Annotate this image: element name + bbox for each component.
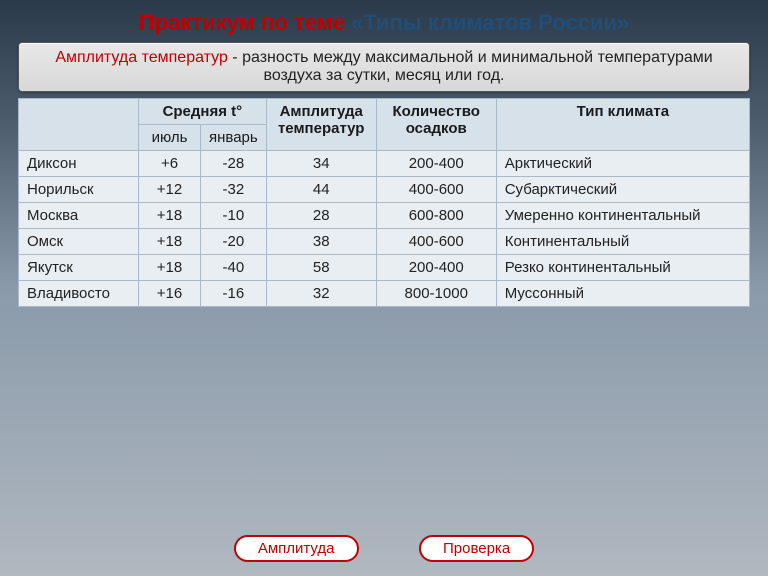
cell-jan: -20 (201, 229, 267, 255)
cell-city: Омск (19, 229, 139, 255)
cell-amp: 38 (266, 229, 376, 255)
cell-prec: 400-600 (376, 229, 496, 255)
table-row: Владивосто +16 -16 32 800-1000 Муссонный (19, 281, 750, 307)
table-row: Омск +18 -20 38 400-600 Континентальный (19, 229, 750, 255)
col-avg-t: Средняя t° (139, 99, 267, 125)
title-main: «Типы климатов России» (351, 10, 629, 35)
cell-prec: 200-400 (376, 151, 496, 177)
table-row: Диксон +6 -28 34 200-400 Арктический (19, 151, 750, 177)
page-title: Практикум по теме «Типы климатов России» (0, 0, 768, 42)
cell-prec: 600-800 (376, 203, 496, 229)
cell-jan: -28 (201, 151, 267, 177)
cell-city: Норильск (19, 177, 139, 203)
cell-jan: -10 (201, 203, 267, 229)
col-july: июль (139, 125, 201, 151)
climate-table: Средняя t° Амплитуда температур Количест… (18, 98, 750, 307)
table-body: Диксон +6 -28 34 200-400 Арктический Нор… (19, 151, 750, 307)
cell-jan: -40 (201, 255, 267, 281)
cell-july: +18 (139, 255, 201, 281)
cell-clim: Умеренно континентальный (496, 203, 749, 229)
col-precip: Количество осадков (376, 99, 496, 151)
cell-clim: Субарктический (496, 177, 749, 203)
col-city (19, 99, 139, 151)
cell-july: +16 (139, 281, 201, 307)
table-header-row: Средняя t° Амплитуда температур Количест… (19, 99, 750, 125)
table-row: Москва +18 -10 28 600-800 Умеренно конти… (19, 203, 750, 229)
cell-prec: 200-400 (376, 255, 496, 281)
definition-text: - разность между максимальной и минималь… (228, 49, 713, 84)
col-january: январь (201, 125, 267, 151)
cell-clim: Резко континентальный (496, 255, 749, 281)
table-row: Якутск +18 -40 58 200-400 Резко континен… (19, 255, 750, 281)
cell-clim: Муссонный (496, 281, 749, 307)
title-pre: Практикум по теме (139, 10, 351, 35)
cell-city: Диксон (19, 151, 139, 177)
cell-clim: Арктический (496, 151, 749, 177)
cell-july: +12 (139, 177, 201, 203)
cell-amp: 28 (266, 203, 376, 229)
cell-clim: Континентальный (496, 229, 749, 255)
cell-city: Владивосто (19, 281, 139, 307)
definition-term: Амплитуда температур (55, 49, 228, 66)
cell-jan: -16 (201, 281, 267, 307)
cell-city: Москва (19, 203, 139, 229)
cell-prec: 400-600 (376, 177, 496, 203)
cell-amp: 32 (266, 281, 376, 307)
cell-amp: 58 (266, 255, 376, 281)
check-button[interactable]: Проверка (419, 535, 534, 562)
cell-july: +18 (139, 203, 201, 229)
cell-city: Якутск (19, 255, 139, 281)
cell-jan: -32 (201, 177, 267, 203)
cell-july: +18 (139, 229, 201, 255)
cell-prec: 800-1000 (376, 281, 496, 307)
col-amplitude: Амплитуда температур (266, 99, 376, 151)
cell-amp: 34 (266, 151, 376, 177)
cell-amp: 44 (266, 177, 376, 203)
cell-july: +6 (139, 151, 201, 177)
definition-box: Амплитуда температур - разность между ма… (18, 42, 750, 92)
col-climate: Тип климата (496, 99, 749, 151)
table-row: Норильск +12 -32 44 400-600 Субарктическ… (19, 177, 750, 203)
amplitude-button[interactable]: Амплитуда (234, 535, 359, 562)
button-row: Амплитуда Проверка (0, 535, 768, 562)
